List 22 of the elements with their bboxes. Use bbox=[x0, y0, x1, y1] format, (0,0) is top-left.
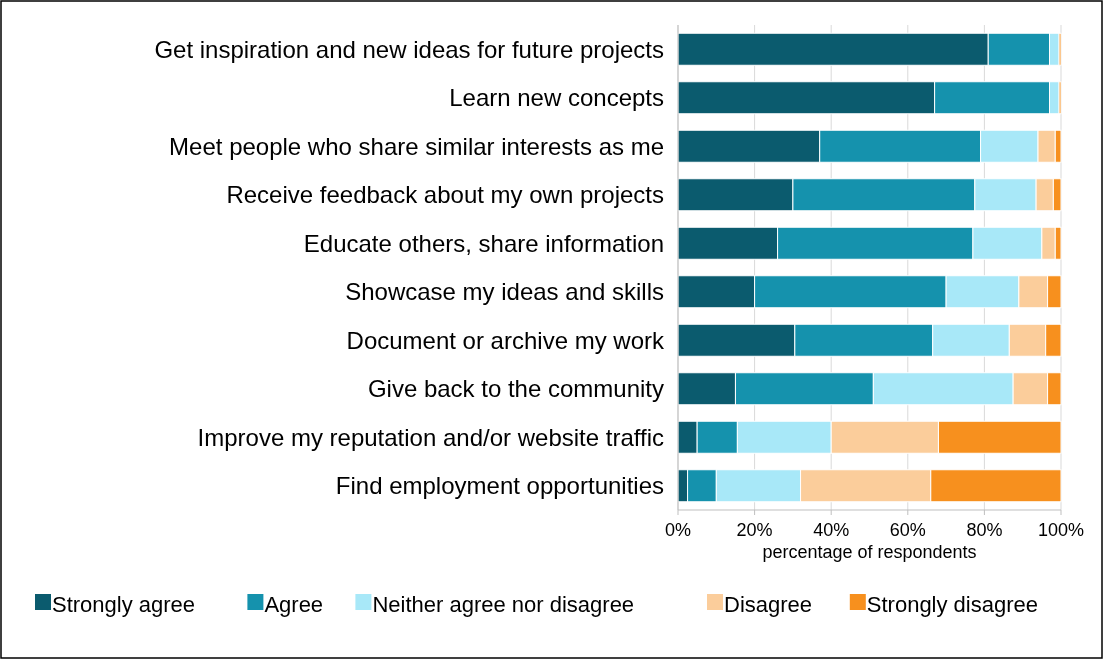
y-tick-label: Showcase my ideas and skills bbox=[345, 278, 664, 306]
legend-label: Disagree bbox=[724, 592, 813, 617]
x-tick-label: 80% bbox=[966, 520, 1003, 540]
x-tick-label: 60% bbox=[889, 520, 926, 540]
y-tick-label: Improve my reputation and/or website traffic bbox=[197, 423, 664, 451]
y-tick-label: Educate others, share information bbox=[303, 229, 664, 257]
y-tick-label: Find employment opportunities bbox=[335, 472, 664, 500]
y-tick-label: Get inspiration and new ideas for future projects bbox=[154, 35, 664, 63]
legend-label: Strongly disagree bbox=[866, 592, 1039, 617]
x-tick-label: 0% bbox=[664, 520, 692, 540]
x-tick-label: 20% bbox=[736, 520, 773, 540]
legend-label: Neither agree nor disagree bbox=[372, 592, 635, 617]
y-tick-label: Give back to the community bbox=[367, 375, 664, 403]
y-tick-label: Document or archive my work bbox=[346, 326, 665, 354]
y-tick-label: Meet people who share similar interests as me bbox=[169, 132, 664, 160]
y-tick-label: Learn new concepts bbox=[449, 84, 664, 112]
x-tick-label: 100% bbox=[1037, 520, 1085, 540]
y-tick-label: Receive feedback about my own projects bbox=[226, 181, 664, 209]
x-tick-label: 40% bbox=[813, 520, 850, 540]
legend-label: Agree bbox=[264, 592, 324, 617]
x-axis-title: percentage of respondents bbox=[762, 542, 977, 562]
legend-label: Strongly agree bbox=[52, 592, 196, 617]
